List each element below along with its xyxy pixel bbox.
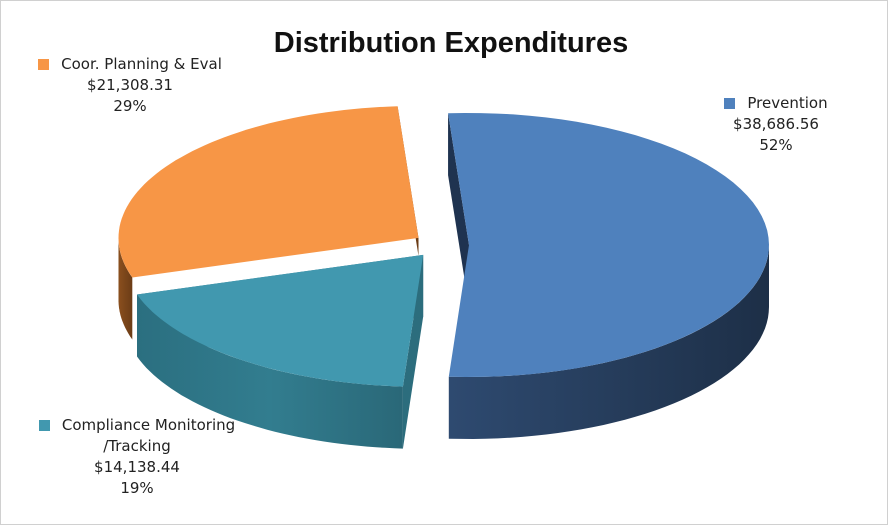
data-label-compliance: Compliance Monitoring /Tracking $14,138.… — [7, 415, 267, 499]
slice-label-name-line2: /Tracking — [7, 436, 267, 457]
slice-label-value: $38,686.56 — [701, 114, 851, 135]
legend-swatch-teal — [39, 420, 50, 431]
slice-label-percent: 29% — [15, 96, 245, 117]
slice-label-name: Coor. Planning & Eval — [61, 55, 222, 73]
slice-label-name: Prevention — [747, 94, 827, 112]
slice-prevention — [448, 113, 769, 439]
slice-top-face — [119, 106, 419, 277]
slice-label-percent: 19% — [7, 478, 267, 499]
chart-title: Distribution Expenditures — [201, 27, 701, 60]
slice-label-value: $14,138.44 — [7, 457, 267, 478]
data-label-prevention: Prevention $38,686.56 52% — [701, 93, 851, 156]
slice-label-name-line1: Compliance Monitoring — [62, 416, 235, 434]
data-label-coor-planning: Coor. Planning & Eval $21,308.31 29% — [15, 54, 245, 117]
slice-label-value: $21,308.31 — [15, 75, 245, 96]
legend-swatch-blue — [724, 98, 735, 109]
slice-label-percent: 52% — [701, 135, 851, 156]
legend-swatch-orange — [38, 59, 49, 70]
